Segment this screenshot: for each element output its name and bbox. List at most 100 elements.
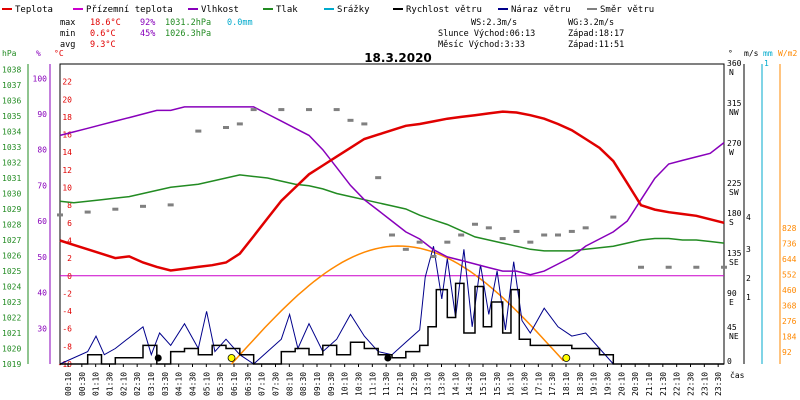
- sun-moon-info: WS:2.3m/s WG:3.2m/s Slunce Východ:06:13 …: [438, 18, 624, 50]
- wind-dir-point-2: [112, 207, 119, 211]
- solar-tick-7: 184: [782, 333, 797, 342]
- ws-tick-3: 1: [746, 293, 751, 302]
- ws-tick-2: 2: [746, 274, 751, 283]
- wind-dir-point-4: [167, 203, 174, 207]
- x-tick-20: 10:10: [341, 372, 350, 396]
- wind-dir-point-12: [347, 118, 354, 122]
- press-tick-0: 1038: [2, 66, 21, 75]
- wind-dir-point-1: [84, 210, 91, 214]
- moonset-marker: [384, 354, 392, 362]
- moonrise-marker: [154, 354, 162, 362]
- x-tick-4: 02:10: [119, 372, 128, 396]
- x-tick-11: 05:30: [216, 372, 225, 396]
- axis-header-pct: %: [36, 49, 41, 58]
- dir-tick-letter-4: S: [729, 218, 734, 227]
- press-tick-6: 1032: [2, 159, 21, 168]
- axis-header-deg: °: [728, 49, 733, 58]
- x-tick-16: 08:10: [285, 372, 294, 396]
- x-tick-40: 20:10: [617, 372, 626, 396]
- wind-dir-point-13: [361, 122, 368, 126]
- x-tick-14: 07:10: [258, 372, 267, 396]
- x-tick-41: 20:30: [631, 372, 640, 396]
- wind-dir-point-23: [499, 237, 506, 241]
- series-humidity: [59, 106, 725, 276]
- temp-tick-15: -8: [62, 342, 72, 351]
- wind-ws: WS:2.3m/s: [471, 18, 517, 28]
- dir-tick-letter-0: N: [729, 68, 734, 77]
- press-tick-13: 1025: [2, 267, 21, 276]
- x-tick-45: 22:30: [687, 372, 696, 396]
- dir-tick-1: 315: [727, 99, 742, 108]
- stat-min-label: min: [60, 29, 75, 39]
- wind-dir-point-24: [513, 229, 520, 233]
- dir-tick-4: 180: [727, 209, 742, 218]
- temp-tick-5: 12: [62, 166, 72, 175]
- wind-dir-point-8: [250, 108, 257, 112]
- series-temperature: [59, 110, 725, 272]
- chart-date: 18.3.2020: [364, 51, 432, 65]
- x-tick-2: 01:10: [92, 372, 101, 396]
- x-tick-22: 11:10: [368, 372, 377, 396]
- x-tick-39: 19:30: [604, 372, 613, 396]
- temp-tick-11: 0: [67, 272, 72, 281]
- wind-dir-point-16: [402, 247, 409, 251]
- stat-min-press: 1026.3hPa: [165, 29, 211, 39]
- moon-rise: Měsíc Východ:3:33: [438, 40, 525, 50]
- stat-min-hum: 45%: [140, 29, 155, 39]
- series-wind: [60, 282, 724, 365]
- hum-tick-5: 50: [37, 253, 47, 262]
- x-tick-34: 17:10: [534, 372, 543, 396]
- press-tick-1: 1037: [2, 81, 21, 90]
- x-tick-30: 15:10: [479, 372, 488, 396]
- dir-tick-letter-2: W: [729, 148, 734, 157]
- press-tick-17: 1021: [2, 329, 21, 338]
- stats-block: max 18.6°C 92% 1031.2hPa 0.0mm min 0.6°C…: [60, 18, 253, 50]
- hum-tick-3: 70: [37, 181, 47, 190]
- wind-dir-point-0: [57, 213, 63, 217]
- dir-tick-letter-3: SW: [729, 188, 739, 197]
- solar-tick-8: 92: [782, 348, 792, 357]
- x-tick-23: 11:30: [382, 372, 391, 396]
- axis-header-degc: °C: [54, 49, 64, 58]
- wind-dir-point-31: [638, 265, 644, 269]
- solar-tick-5: 368: [782, 302, 797, 311]
- solar-tick-0: 828: [782, 224, 797, 233]
- solar-tick-2: 644: [782, 255, 797, 264]
- hum-tick-2: 80: [37, 146, 47, 155]
- x-tick-28: 14:10: [451, 372, 460, 396]
- temp-tick-12: -2: [62, 289, 72, 298]
- dir-tick-letter-6: E: [729, 298, 734, 307]
- temp-tick-6: 10: [62, 184, 72, 193]
- x-tick-0: 00:10: [64, 372, 73, 396]
- series-gust: [59, 246, 724, 365]
- x-tick-8: 04:10: [175, 372, 184, 396]
- x-tick-25: 12:30: [410, 372, 419, 396]
- x-tick-1: 00:30: [78, 372, 87, 396]
- press-tick-8: 1030: [2, 190, 21, 199]
- x-tick-19: 09:30: [327, 372, 336, 396]
- wind-dir-point-25: [527, 240, 534, 244]
- hum-tick-1: 90: [37, 110, 47, 119]
- x-tick-47: 23:30: [714, 372, 723, 396]
- press-tick-2: 1036: [2, 97, 21, 106]
- sunset-marker: [562, 354, 571, 362]
- x-tick-37: 18:30: [576, 372, 585, 396]
- stat-max-temp: 18.6°C: [90, 18, 121, 28]
- wind-dir-point-15: [389, 233, 395, 237]
- wind-dir-point-17: [416, 240, 423, 244]
- temp-tick-13: -4: [62, 307, 72, 316]
- wind-dir-point-14: [375, 176, 382, 180]
- x-tick-15: 07:30: [272, 372, 281, 396]
- wind-dir-point-20: [458, 233, 465, 237]
- press-tick-4: 1034: [2, 128, 21, 137]
- temp-tick-0: 22: [62, 78, 72, 87]
- x-tick-36: 18:10: [562, 372, 571, 396]
- temp-tick-3: 16: [62, 131, 72, 140]
- dir-tick-6: 90: [727, 289, 737, 298]
- wind-dir-point-22: [485, 226, 492, 230]
- axis-header-ms: m/s: [744, 49, 759, 58]
- dir-tick-5: 135: [727, 249, 742, 258]
- press-tick-11: 1027: [2, 236, 21, 245]
- axis-header-hpa: hPa: [2, 49, 17, 58]
